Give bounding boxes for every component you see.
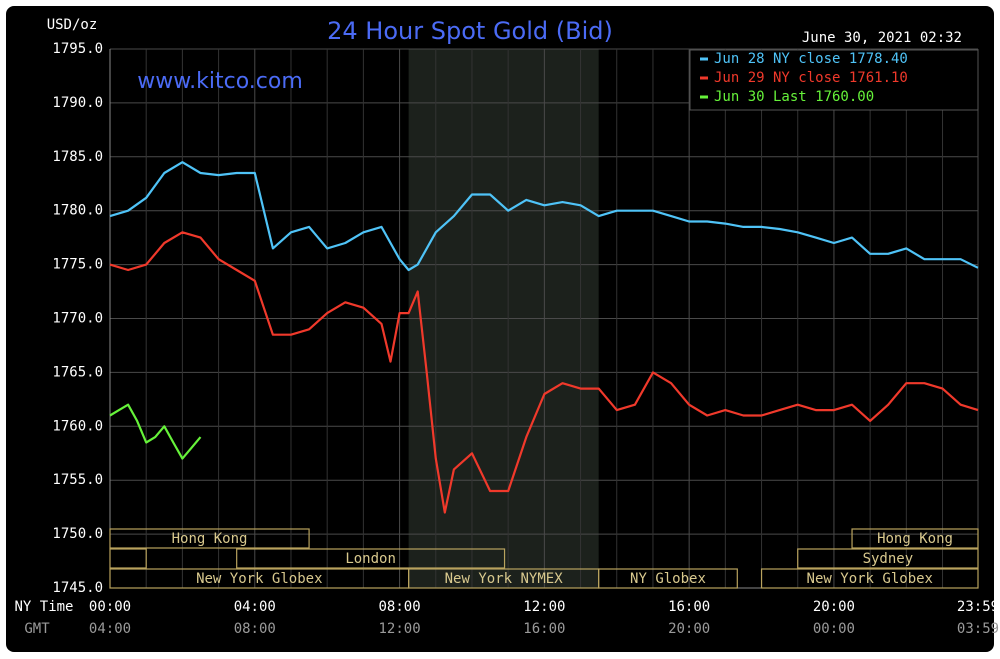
y-axis-label: USD/oz [47,17,98,33]
session-label: London [345,551,396,567]
chart-title: 24 Hour Spot Gold (Bid) [327,17,613,45]
data-layer [109,161,979,514]
session-label: NY Globex [630,571,706,587]
y-tick-label: 1765.0 [52,364,103,380]
y-tick-label: 1770.0 [52,311,103,327]
y-tick-label: 1790.0 [52,95,103,111]
session-label: Sydney [863,551,914,567]
x-axis-label: NY Time [14,599,73,615]
y-tick-label: 1795.0 [52,41,103,57]
x-tick-label: 12:00 [523,599,565,615]
timestamp: June 30, 2021 02:32 [802,30,962,46]
session-label: New York NYMEX [445,571,564,587]
y-tick-label: 1750.0 [52,526,103,542]
x2-tick-label: 03:59 [957,621,999,637]
x-tick-label: 04:00 [234,599,276,615]
session-bar [598,568,738,589]
session-bar [797,548,979,569]
x2-tick-label: 12:00 [378,621,420,637]
session-label: Hong Kong [172,531,248,547]
session-label: New York Globex [807,571,933,587]
y-tick-label: 1745.0 [52,580,103,596]
x-tick-label: 16:00 [668,599,710,615]
x2-tick-label: 16:00 [523,621,565,637]
x2-axis-label: GMT [24,621,50,637]
y-tick-label: 1775.0 [52,257,103,273]
series-line [109,231,979,514]
session-bar [760,568,979,589]
x-tick-label: 20:00 [813,599,855,615]
session-bar [236,548,506,569]
legend-label: Jun 28 NY close 1778.40 [714,51,908,67]
x2-tick-label: 00:00 [813,621,855,637]
legend-label: Jun 29 NY close 1761.10 [714,70,908,86]
session-bar [109,528,310,549]
legend-label: Jun 30 Last 1760.00 [714,89,874,105]
y-tick-label: 1755.0 [52,472,103,488]
x2-tick-label: 20:00 [668,621,710,637]
series-line [109,161,979,272]
grid-layer: Hong Kong Hong Kong London Sydney New York G… [109,48,979,589]
y-tick-label: 1785.0 [52,149,103,165]
legend-box [689,49,979,111]
session-label: Hong Kong [877,531,953,547]
session-label: New York Globex [196,571,322,587]
y-tick-label: 1780.0 [52,203,103,219]
y-tick-label: 1760.0 [52,418,103,434]
series-line [109,403,202,460]
x2-tick-label: 04:00 [89,621,131,637]
x-tick-label: 08:00 [378,599,420,615]
session-bar [109,548,147,569]
subtitle: www.kitco.com [137,69,303,94]
session-bar [851,528,979,549]
x-tick-label: 23:59 [957,599,999,615]
x2-tick-label: 08:00 [234,621,276,637]
x-tick-label: 00:00 [89,599,131,615]
